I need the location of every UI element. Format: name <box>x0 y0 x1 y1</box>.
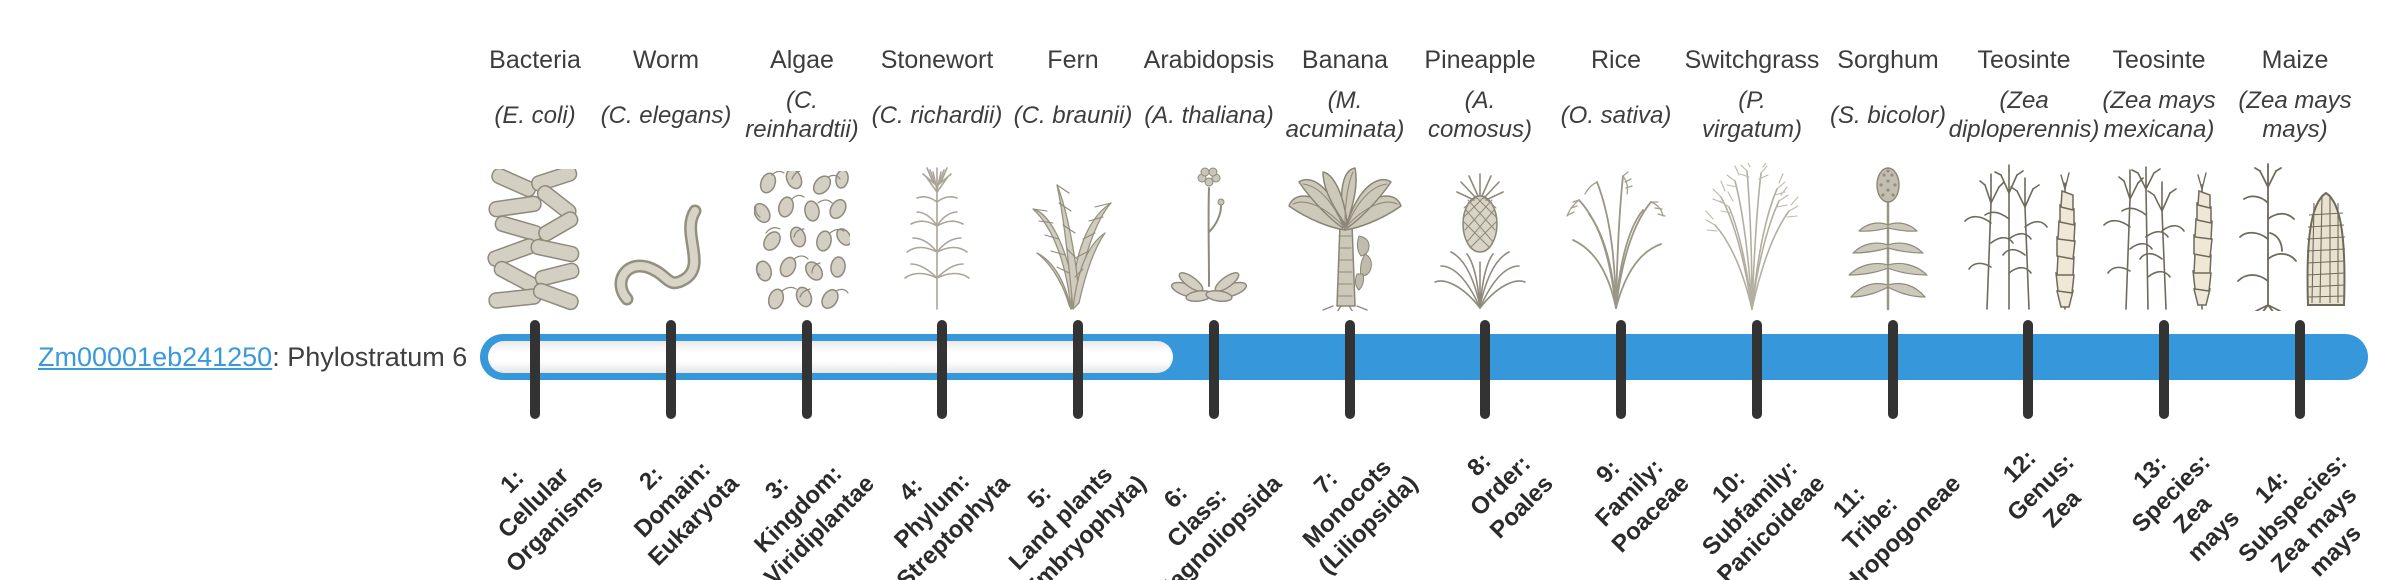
switchgrass-icon <box>1667 163 1837 311</box>
organism-name: Banana <box>1301 46 1389 74</box>
organism-species: (Zea mays mays) <box>2238 87 2352 143</box>
organism-species: (M. acuminata) <box>1285 87 1405 143</box>
organism-species: (A. thaliana) <box>1144 101 1274 129</box>
tick-14 <box>2295 320 2305 419</box>
phylostratum-8-label: 8: Order: Poales <box>1461 447 1559 544</box>
algae-icon <box>717 163 887 311</box>
organism-species: (P. virgatum) <box>1701 87 1803 143</box>
organism-species: (C. richardii) <box>871 101 1003 129</box>
phylostratum-1-label: 1: Cellular Organisms <box>492 462 609 578</box>
phylostratum-12-label: 12: Genus: Zea <box>1998 444 2087 534</box>
tick-4 <box>937 320 947 419</box>
organism-name: Maize <box>2261 46 2329 74</box>
organism-name: Switchgrass <box>1684 46 1820 74</box>
gene-id-link[interactable]: Zm00001eb241250 <box>38 342 273 372</box>
phylostratum-2-label: 2: Domain: Eukaryota <box>628 456 745 572</box>
worm-icon <box>581 163 751 311</box>
phylostratum-bar-unfilled-segment <box>488 341 1173 373</box>
rice-icon <box>1531 163 1701 311</box>
phylostratum-bar <box>480 334 2368 380</box>
organism-name: Fern <box>1047 46 1099 74</box>
organism-name: Teosinte <box>2112 46 2206 74</box>
organism-name: Sorghum <box>1837 46 1939 74</box>
tick-9 <box>1616 320 1626 419</box>
tick-13 <box>2159 320 2169 419</box>
organism-species: (S. bicolor) <box>1829 101 1947 129</box>
organism-name: Algae <box>770 46 834 74</box>
tick-12 <box>2023 320 2033 419</box>
phylostratum-14-label: 14: Subspecies: Zea mays mays <box>2232 448 2367 580</box>
tick-3 <box>802 320 812 419</box>
tick-8 <box>1480 320 1490 419</box>
arabidopsis-icon <box>1124 163 1294 311</box>
pineapple-icon <box>1395 163 1565 311</box>
phylostratum-7-label: 7: Monocots (Liliopsida) <box>1297 454 1424 580</box>
banana-icon <box>1260 163 1430 311</box>
tick-1 <box>530 320 540 419</box>
organism-species: (C. braunii) <box>1013 101 1133 129</box>
organism-name: Teosinte <box>1977 46 2071 74</box>
tick-7 <box>1345 320 1355 419</box>
organism-name: Arabidopsis <box>1143 46 1275 74</box>
teosinte-icon <box>2074 163 2244 311</box>
organism-name: Stonewort <box>880 46 994 74</box>
organism-species: (E. coli) <box>494 101 576 129</box>
tick-11 <box>1888 320 1898 419</box>
tick-2 <box>666 320 676 419</box>
organism-name: Pineapple <box>1424 46 1536 74</box>
phylostratum-3-label: 3: Kingdom: Viridiplantae <box>749 460 881 580</box>
gene-phylostratum-text: : Phylostratum 6 <box>272 342 468 372</box>
organism-species: (Zea diploperennis) <box>1948 87 2100 143</box>
organism-name: Rice <box>1590 46 1641 74</box>
sorghum-icon <box>1803 163 1973 311</box>
organism-species: (C. elegans) <box>600 101 732 129</box>
organism-name: Worm <box>632 46 700 74</box>
phylostratum-9-label: 9: Family: Poaceae <box>1589 453 1695 559</box>
stonewort-icon <box>852 163 1022 311</box>
gene-label: Zm00001eb241250: Phylostratum 6 <box>38 341 467 374</box>
tick-6 <box>1209 320 1219 419</box>
tick-5 <box>1073 320 1083 419</box>
organism-name: Bacteria <box>489 46 581 74</box>
bacteria-icon <box>450 163 620 311</box>
organism-species: (O. sativa) <box>1560 101 1672 129</box>
fern-icon <box>988 163 1158 311</box>
tick-10 <box>1752 320 1762 419</box>
maize-icon <box>2210 163 2380 311</box>
teosinte-icon <box>1939 163 2109 311</box>
organism-species: (C. reinhardtii) <box>745 87 859 143</box>
organism-species: (Zea mays mexicana) <box>2102 87 2216 143</box>
organism-species: (A. comosus) <box>1427 87 1533 143</box>
